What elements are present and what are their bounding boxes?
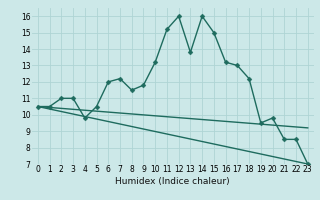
X-axis label: Humidex (Indice chaleur): Humidex (Indice chaleur): [116, 177, 230, 186]
